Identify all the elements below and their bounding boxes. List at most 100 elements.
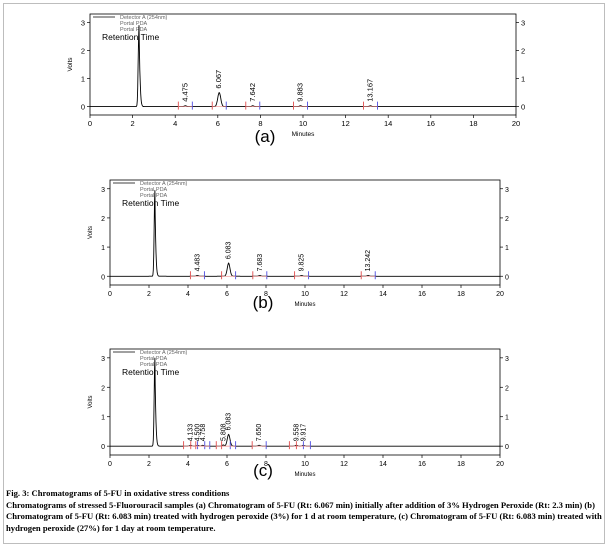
- y-tick-label-right: 3: [505, 187, 509, 194]
- x-axis-label: Minutes: [294, 472, 315, 478]
- y-axis-label: Volts: [88, 395, 94, 408]
- y-tick-label-left: 2: [101, 385, 105, 392]
- y-tick-label-left: 3: [101, 187, 105, 194]
- legend-entry: Portal PDA: [140, 362, 168, 368]
- peak-label: 9.917: [300, 424, 307, 442]
- x-tick-label: 14: [384, 119, 392, 128]
- x-tick-label: 0: [88, 119, 92, 128]
- x-tick-label: 16: [427, 119, 435, 128]
- panel-label-a: (a): [254, 127, 276, 146]
- y-tick-label-right: 0: [505, 444, 509, 451]
- x-tick-label: 12: [341, 119, 349, 128]
- x-tick-label: 6: [225, 461, 229, 468]
- x-tick-label: 20: [496, 291, 504, 298]
- x-tick-label: 18: [457, 291, 465, 298]
- legend-entry: Portal PDA: [140, 187, 168, 193]
- peak-label: 6.083: [226, 242, 233, 260]
- y-tick-label-right: 1: [505, 245, 509, 252]
- legend-entry: Detector A (254nm): [140, 350, 188, 356]
- peak-label: 9.825: [299, 254, 306, 272]
- peak-label: 4.758: [200, 424, 207, 442]
- y-tick-label-left: 1: [81, 75, 85, 84]
- x-tick-label: 16: [418, 291, 426, 298]
- x-tick-label: 16: [418, 461, 426, 468]
- peak-label: 7.683: [257, 254, 264, 272]
- panel-label-c: (c): [253, 461, 273, 480]
- x-tick-label: 8: [264, 291, 268, 298]
- y-tick-label-left: 1: [101, 415, 105, 422]
- x-tick-label: 20: [496, 461, 504, 468]
- y-axis-label: Volts: [67, 57, 74, 72]
- y-tick-label-left: 2: [81, 46, 85, 55]
- figure-frame: [3, 3, 605, 544]
- peak-label: 13.167: [365, 79, 374, 102]
- x-tick-label: 2: [131, 119, 135, 128]
- retention-time-label: Retention Time: [122, 367, 179, 377]
- y-tick-label-right: 3: [505, 356, 509, 363]
- retention-time-label: Retention Time: [122, 198, 179, 208]
- peak-label: 4.500: [195, 424, 202, 442]
- x-tick-label: 0: [108, 461, 112, 468]
- y-tick-label-left: 3: [81, 18, 85, 27]
- peak-label: 9.883: [296, 83, 305, 102]
- chromatogram-a: 0 2 4 6 8 10 12 14 16 18 2001230123MinutesVoltsDet…: [67, 13, 525, 138]
- figure-caption: Fig. 3: Chromatograms of 5-FU in oxidati…: [6, 488, 604, 534]
- y-tick-label-left: 2: [101, 216, 105, 223]
- x-tick-label: 10: [299, 119, 307, 128]
- legend-entry: Detector A (254nm): [120, 15, 168, 21]
- caption-body: Chromatograms of stressed 5-Fluorouracil…: [6, 499, 602, 533]
- y-tick-label-right: 1: [505, 415, 509, 422]
- x-tick-label: 2: [147, 291, 151, 298]
- x-tick-label: 4: [186, 461, 190, 468]
- x-tick-label: 0: [108, 291, 112, 298]
- legend-entry: Portal PDA: [120, 21, 148, 27]
- x-axis-label: Minutes: [294, 302, 315, 308]
- x-tick-label: 14: [379, 461, 387, 468]
- peak-label: 4.483: [194, 254, 201, 272]
- x-axis-label: Minutes: [292, 131, 316, 138]
- x-tick-label: 10: [301, 461, 309, 468]
- legend-entry: Portal PDA: [140, 356, 168, 362]
- chromatogram-c: 0 2 4 6 8 10 12 14 16 18 2001230123MinutesVoltsDet…: [88, 348, 509, 478]
- y-tick-label-right: 0: [505, 274, 509, 281]
- x-tick-label: 6: [216, 119, 220, 128]
- y-tick-label-right: 2: [521, 46, 525, 55]
- x-tick-label: 4: [186, 291, 190, 298]
- peak-label: 7.642: [248, 83, 257, 102]
- peak-label: 9.558: [293, 424, 300, 442]
- peak-label: 5.808: [220, 423, 227, 441]
- y-tick-label-left: 3: [101, 356, 105, 363]
- y-tick-label-right: 2: [505, 216, 509, 223]
- retention-time-label: Retention Time: [102, 32, 159, 42]
- chromatogram-b: 0 2 4 6 8 10 12 14 16 18 2001230123MinutesVoltsDet…: [88, 179, 509, 308]
- peak-label: 4.475: [180, 83, 189, 102]
- y-tick-label-right: 3: [521, 18, 525, 27]
- x-tick-label: 18: [469, 119, 477, 128]
- x-tick-label: 18: [457, 461, 465, 468]
- peak-label: 7.650: [256, 424, 263, 442]
- x-tick-label: 8: [264, 461, 268, 468]
- peak-label: 4.133: [188, 424, 195, 442]
- y-tick-label-left: 0: [101, 274, 105, 281]
- x-tick-label: 12: [340, 291, 348, 298]
- y-tick-label-left: 1: [101, 245, 105, 252]
- peak-label: 6.067: [214, 70, 223, 89]
- y-tick-label-right: 1: [521, 75, 525, 84]
- x-tick-label: 4: [173, 119, 177, 128]
- y-tick-label-right: 0: [521, 103, 525, 112]
- y-tick-label-left: 0: [81, 103, 85, 112]
- x-tick-label: 6: [225, 291, 229, 298]
- peak-label: 6.083: [226, 413, 233, 431]
- y-axis-label: Volts: [88, 226, 94, 239]
- y-tick-label-right: 2: [505, 385, 509, 392]
- x-tick-label: 2: [147, 461, 151, 468]
- x-tick-label: 8: [258, 119, 262, 128]
- panel-label-b: (b): [252, 293, 274, 312]
- peak-label: 13.242: [365, 250, 372, 272]
- legend-entry: Detector A (254nm): [140, 181, 188, 187]
- y-tick-label-left: 0: [101, 444, 105, 451]
- caption-title: Fig. 3: Chromatograms of 5-FU in oxidati…: [6, 488, 230, 498]
- x-tick-label: 10: [301, 291, 309, 298]
- x-tick-label: 14: [379, 291, 387, 298]
